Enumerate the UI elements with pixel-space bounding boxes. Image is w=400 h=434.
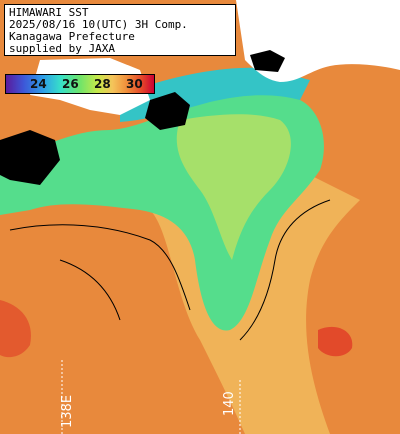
sea-hot-west [0, 300, 31, 358]
legend-label-30: 30 [126, 77, 143, 91]
legend-label-28: 28 [94, 77, 111, 91]
cloud-mask-north [145, 92, 190, 130]
cloud-mask-west [0, 130, 60, 185]
contour-line-1 [9, 224, 191, 311]
title-line-1: HIMAWARI SST [9, 6, 89, 19]
title-line-4: supplied by JAXA [9, 42, 115, 55]
sea-yellow-green [176, 114, 291, 260]
contour-line-3 [59, 259, 121, 321]
legend-label-26: 26 [62, 77, 79, 91]
temperature-legend: 24 26 28 30 [5, 74, 155, 94]
longitude-label-140: 140 [222, 391, 237, 416]
title-line-3: Kanagawa Prefecture [9, 30, 135, 43]
sea-hot-east [318, 326, 353, 357]
contour-line-2 [239, 199, 331, 341]
legend-label-24: 24 [30, 77, 47, 91]
title-line-2: 2025/08/16 10(UTC) 3H Comp. [9, 18, 188, 31]
cloud-mask-northeast [250, 50, 285, 72]
longitude-label-138e: 138E [60, 394, 75, 428]
title-box: HIMAWARI SST 2025/08/16 10(UTC) 3H Comp.… [4, 4, 236, 56]
